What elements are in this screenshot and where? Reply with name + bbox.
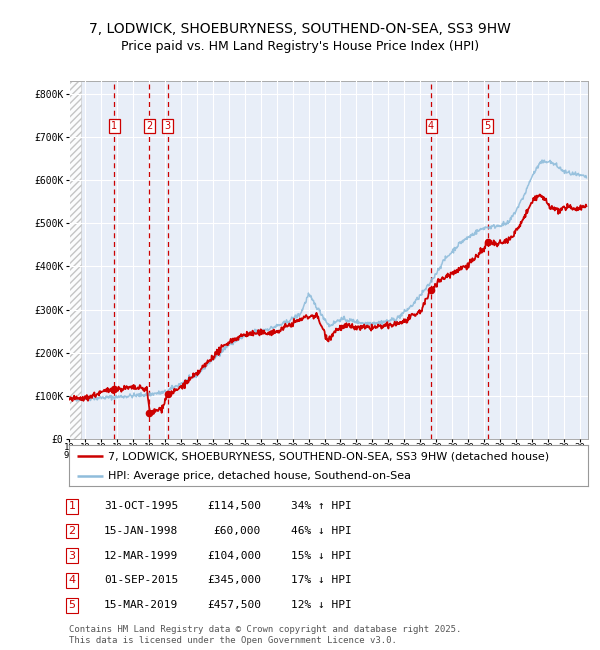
Text: Contains HM Land Registry data © Crown copyright and database right 2025.
This d: Contains HM Land Registry data © Crown c…	[69, 625, 461, 645]
Text: 3: 3	[68, 551, 76, 561]
Text: 5: 5	[68, 600, 76, 610]
Text: £457,500: £457,500	[207, 600, 261, 610]
Text: 2: 2	[146, 121, 152, 131]
Bar	[69, 81, 81, 439]
Text: £114,500: £114,500	[207, 501, 261, 512]
Text: 46% ↓ HPI: 46% ↓ HPI	[291, 526, 352, 536]
Text: 15-JAN-1998: 15-JAN-1998	[104, 526, 178, 536]
Text: 5: 5	[484, 121, 491, 131]
Text: 2: 2	[68, 526, 76, 536]
Text: 12-MAR-1999: 12-MAR-1999	[104, 551, 178, 561]
Text: £345,000: £345,000	[207, 575, 261, 586]
Text: 17% ↓ HPI: 17% ↓ HPI	[291, 575, 352, 586]
Text: 15-MAR-2019: 15-MAR-2019	[104, 600, 178, 610]
Text: 01-SEP-2015: 01-SEP-2015	[104, 575, 178, 586]
Text: £60,000: £60,000	[214, 526, 261, 536]
Text: HPI: Average price, detached house, Southend-on-Sea: HPI: Average price, detached house, Sout…	[108, 471, 411, 481]
Text: 7, LODWICK, SHOEBURYNESS, SOUTHEND-ON-SEA, SS3 9HW (detached house): 7, LODWICK, SHOEBURYNESS, SOUTHEND-ON-SE…	[108, 451, 549, 462]
Text: 1: 1	[111, 121, 117, 131]
Text: 12% ↓ HPI: 12% ↓ HPI	[291, 600, 352, 610]
Text: 3: 3	[165, 121, 171, 131]
Text: 34% ↑ HPI: 34% ↑ HPI	[291, 501, 352, 512]
Text: 4: 4	[428, 121, 434, 131]
Text: 1: 1	[68, 501, 76, 512]
Text: 15% ↓ HPI: 15% ↓ HPI	[291, 551, 352, 561]
Text: 7, LODWICK, SHOEBURYNESS, SOUTHEND-ON-SEA, SS3 9HW: 7, LODWICK, SHOEBURYNESS, SOUTHEND-ON-SE…	[89, 22, 511, 36]
Text: 31-OCT-1995: 31-OCT-1995	[104, 501, 178, 512]
Text: £104,000: £104,000	[207, 551, 261, 561]
Text: 4: 4	[68, 575, 76, 586]
Text: Price paid vs. HM Land Registry's House Price Index (HPI): Price paid vs. HM Land Registry's House …	[121, 40, 479, 53]
